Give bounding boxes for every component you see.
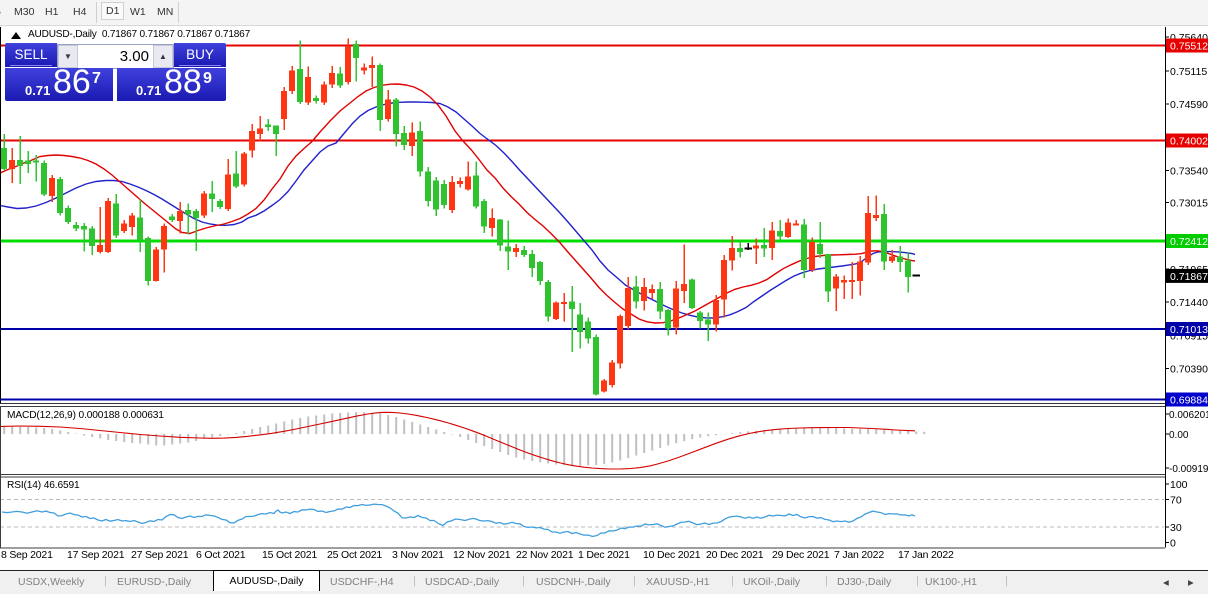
svg-text:0.73015: 0.73015 (1170, 198, 1208, 210)
svg-text:25 Oct 2021: 25 Oct 2021 (327, 549, 382, 561)
svg-text:0.73540: 0.73540 (1170, 166, 1208, 178)
svg-text:30: 30 (1170, 522, 1182, 534)
svg-text:0.71440: 0.71440 (1170, 297, 1208, 309)
svg-text:0.71867: 0.71867 (1170, 271, 1208, 283)
svg-text:17 Sep 2021: 17 Sep 2021 (67, 549, 125, 561)
svg-text:17 Jan 2022: 17 Jan 2022 (898, 549, 954, 561)
svg-text:0.74002: 0.74002 (1170, 136, 1208, 148)
svg-text:0.70390: 0.70390 (1170, 364, 1208, 376)
svg-text:MACD(12,26,9) 0.000188 0.00063: MACD(12,26,9) 0.000188 0.000631 (7, 410, 164, 421)
svg-text:1 Dec 2021: 1 Dec 2021 (578, 549, 630, 561)
svg-text:RSI(14) 46.6591: RSI(14) 46.6591 (7, 480, 80, 491)
svg-text:7 Jan 2022: 7 Jan 2022 (834, 549, 884, 561)
svg-text:0.72412: 0.72412 (1170, 236, 1208, 248)
svg-text:29 Dec 2021: 29 Dec 2021 (772, 549, 830, 561)
svg-text:27 Sep 2021: 27 Sep 2021 (131, 549, 189, 561)
svg-text:0.006201: 0.006201 (1169, 410, 1208, 421)
svg-text:20 Dec 2021: 20 Dec 2021 (706, 549, 764, 561)
svg-text:0.00: 0.00 (1169, 430, 1189, 441)
svg-text:0.69884: 0.69884 (1170, 395, 1208, 407)
svg-text:6 Oct 2021: 6 Oct 2021 (196, 549, 246, 561)
svg-text:15 Oct 2021: 15 Oct 2021 (262, 549, 317, 561)
svg-text:0: 0 (1170, 538, 1176, 550)
svg-text:8 Sep 2021: 8 Sep 2021 (1, 549, 53, 561)
svg-text:-0.009197: -0.009197 (1169, 464, 1208, 475)
svg-text:10 Dec 2021: 10 Dec 2021 (643, 549, 701, 561)
svg-text:0.74590: 0.74590 (1170, 99, 1208, 111)
svg-text:70: 70 (1170, 495, 1182, 507)
svg-text:22 Nov 2021: 22 Nov 2021 (516, 549, 574, 561)
svg-text:12 Nov 2021: 12 Nov 2021 (453, 549, 511, 561)
svg-text:3 Nov 2021: 3 Nov 2021 (392, 549, 444, 561)
svg-text:0.75115: 0.75115 (1170, 66, 1207, 78)
svg-text:0.71013: 0.71013 (1170, 324, 1208, 336)
svg-text:100: 100 (1170, 479, 1188, 491)
svg-text:0.75512: 0.75512 (1170, 41, 1208, 53)
